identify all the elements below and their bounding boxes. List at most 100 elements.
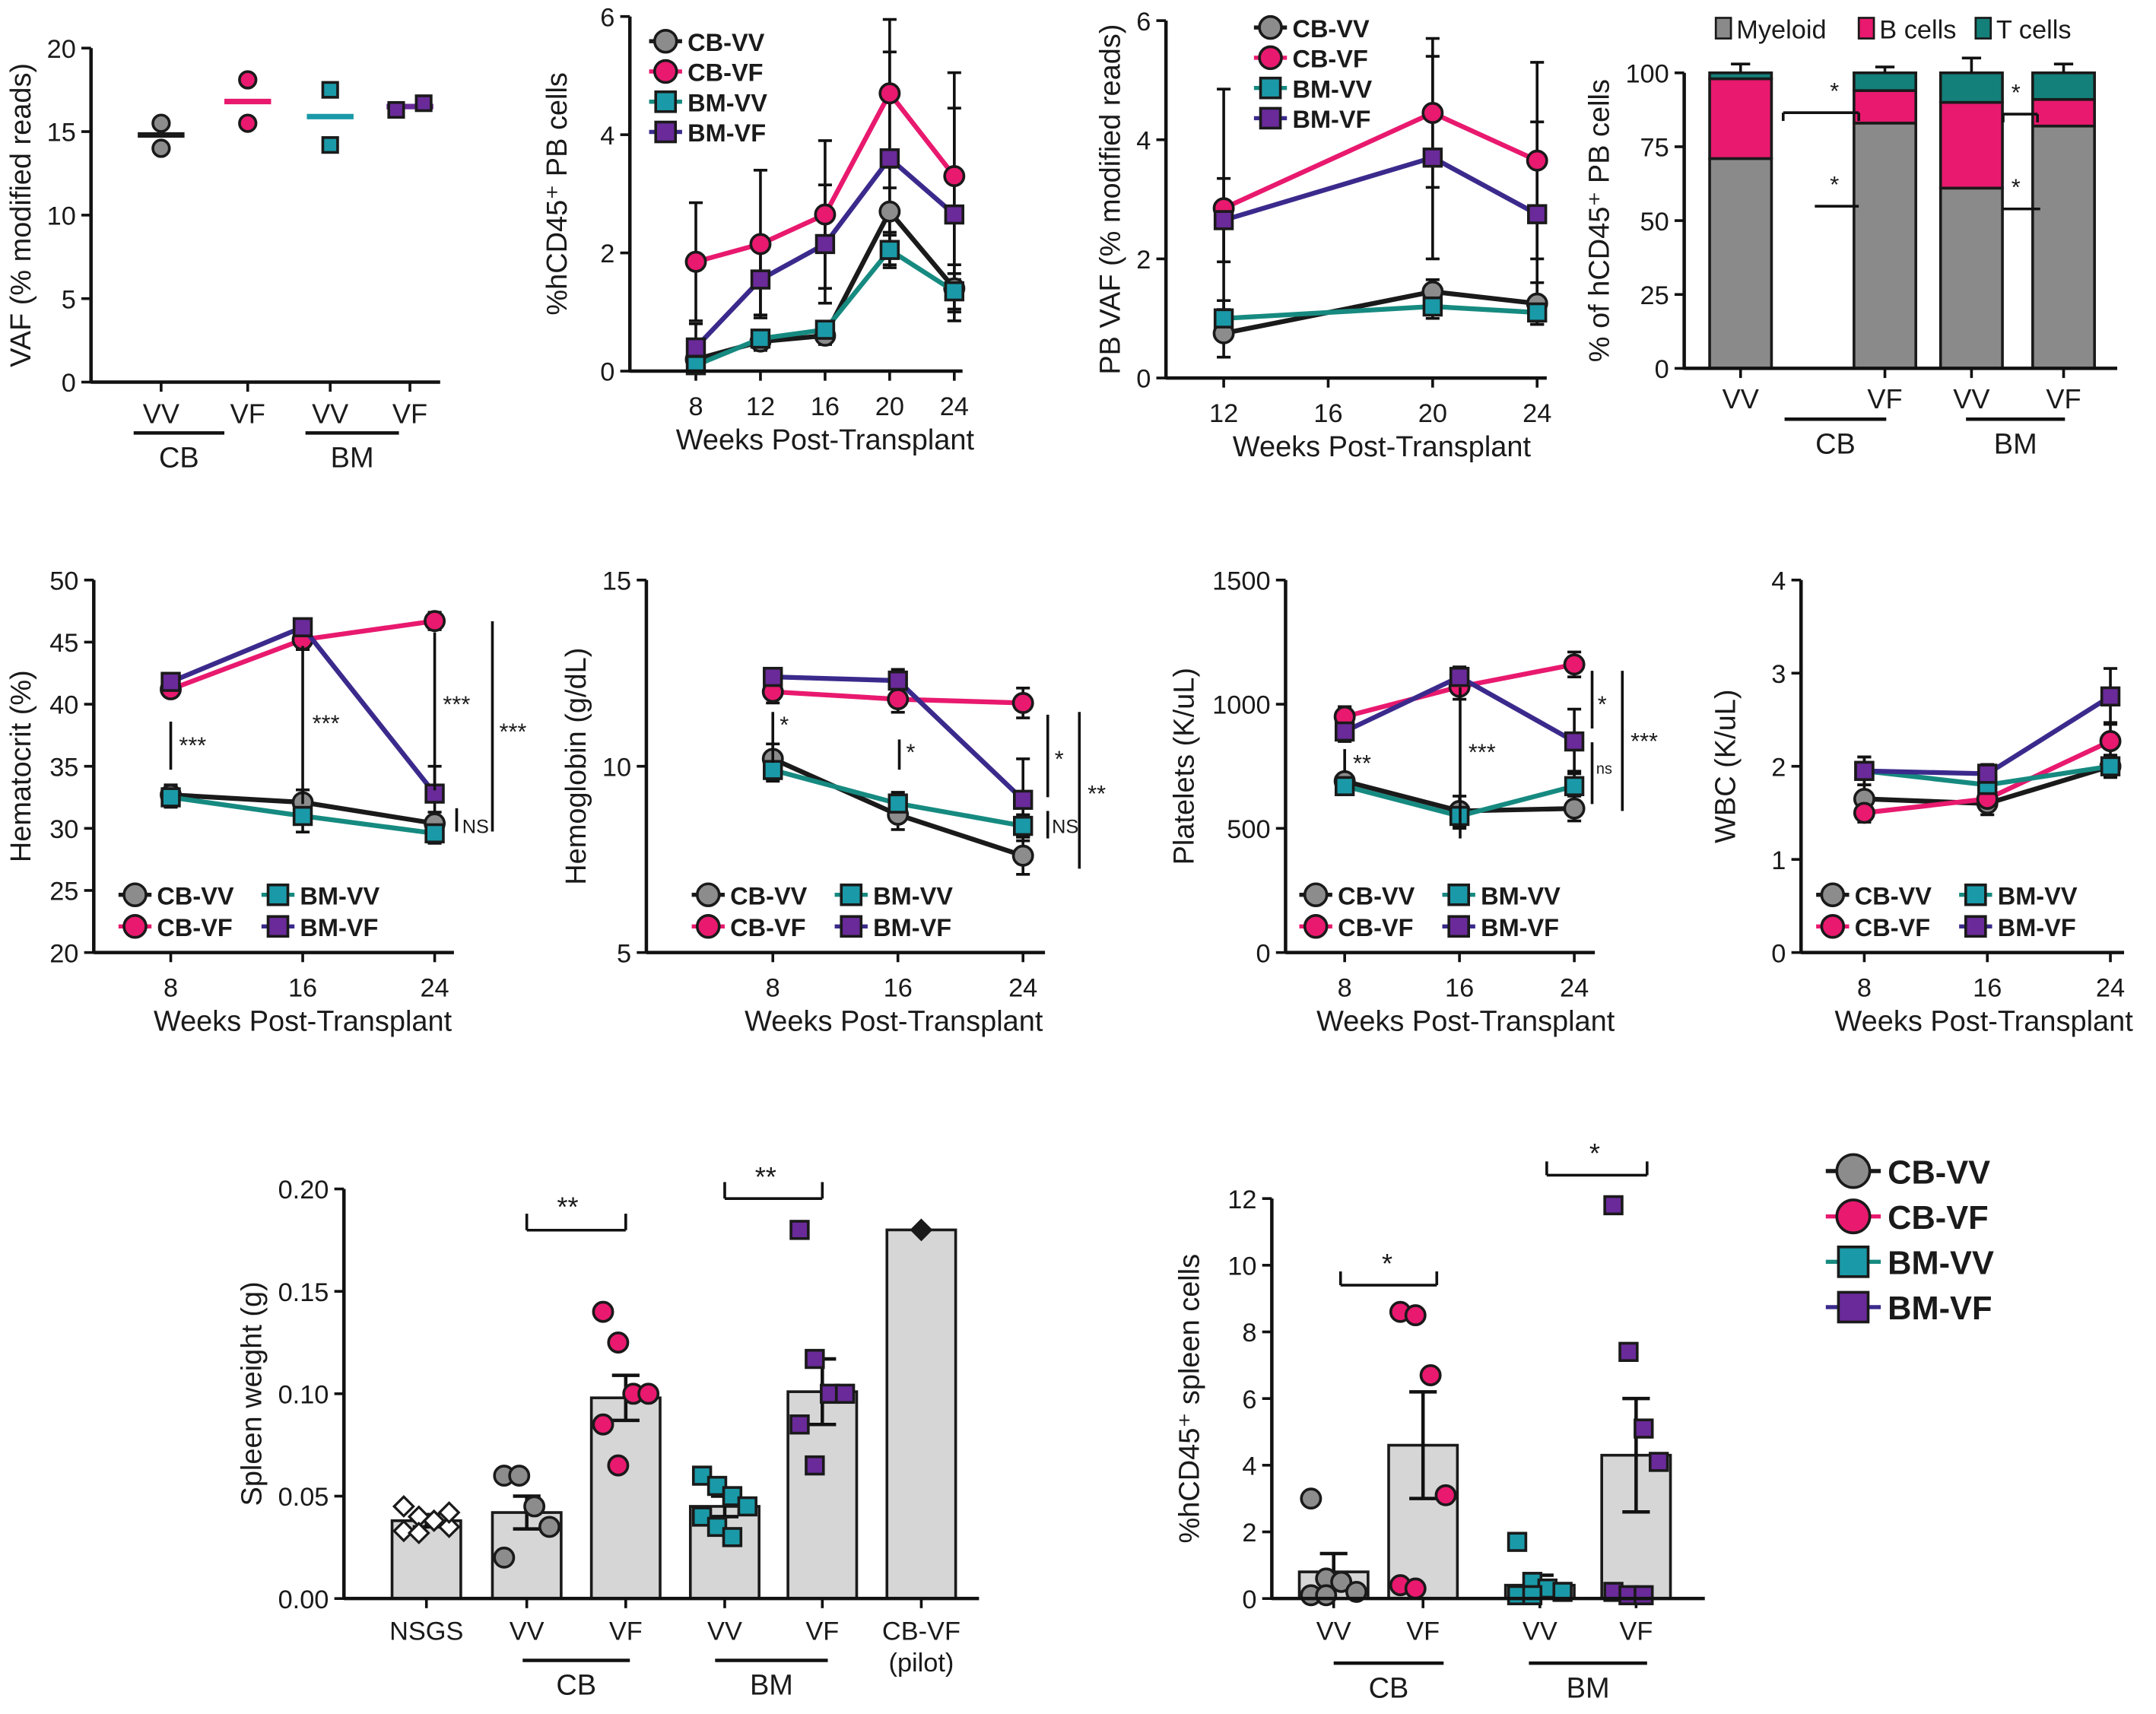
bar-segment-t-cells xyxy=(1938,71,2004,104)
x-axis-label: Weeks Post-Transplant xyxy=(676,424,975,456)
square-marker-bm-vf xyxy=(1964,915,1987,938)
y-tick-label: 25 xyxy=(49,878,78,906)
x-tick-label: VF xyxy=(609,1617,643,1646)
square-marker-bm-vf xyxy=(1527,204,1548,224)
square-marker-bm-vf xyxy=(1603,1195,1624,1216)
panel-wbc-k-ul-: 8 16 24 Weeks Post-Transplant CB-VV CB-VF BM-V… xyxy=(1816,667,2133,1038)
legend-item-cb-vf: CB-VF xyxy=(1825,1198,1989,1236)
square-marker-bm-vf xyxy=(1648,1452,1669,1472)
legend-item-cb-vv: CB-VV xyxy=(649,29,765,56)
y-axis-label: VAF (% modified reads) xyxy=(5,63,37,367)
panel-hematocrit-: 8 16 24 Weeks Post-Transplant CB-VV CB-VF BM-V… xyxy=(118,610,526,1038)
circle-marker-cb-vf xyxy=(943,165,966,188)
legend-item-cb-vv: CB-VV xyxy=(691,882,808,909)
bar-segment-b-cells xyxy=(1938,100,2004,190)
square-marker-bm-vf xyxy=(887,670,908,691)
x-tick-label: 20 xyxy=(1418,399,1447,428)
x-tick-label: VF xyxy=(805,1617,839,1646)
legend-item-cb-vv: CB-VV xyxy=(1299,882,1415,909)
circle-marker-cb-vv xyxy=(653,28,678,54)
circle-marker-cb-vv xyxy=(1820,882,1846,907)
x-axis-label: Weeks Post-Transplant xyxy=(1316,1006,1615,1038)
legend-label: T cells xyxy=(1996,16,2072,45)
square-marker-bm-vv xyxy=(1447,883,1471,906)
significance-label: ** xyxy=(1088,780,1106,807)
square-marker-bm-vf xyxy=(2100,686,2121,707)
significance-label: * xyxy=(1830,78,1839,104)
x-tick-label: VV xyxy=(312,398,348,430)
line-cb-vf xyxy=(761,681,1034,714)
circle-marker-cb-vf xyxy=(887,688,910,710)
circle-marker-cb-vf xyxy=(607,1332,630,1354)
legend-item-cb-vf: CB-VF xyxy=(1816,914,1930,941)
y-axis-group: 0.00 0.05 0.10 0.15 0.20 Spleen weight (g) xyxy=(237,1176,980,1614)
x-tick-label: 16 xyxy=(811,392,840,421)
x-tick-label: 20 xyxy=(875,392,904,421)
x-tick-label: 24 xyxy=(420,973,449,1002)
legend-label: CB-VF xyxy=(1292,46,1367,73)
square-marker-bm-vf xyxy=(266,915,290,938)
legend-item-bm-vv: BM-VV xyxy=(1442,882,1561,909)
square-marker-bm-vv xyxy=(706,1475,728,1497)
square-marker-bm-vv xyxy=(750,329,771,349)
legend-swatch-myeloid xyxy=(1714,17,1732,40)
x-tick-label: VV xyxy=(1723,383,1759,414)
group-label: CB xyxy=(1369,1672,1409,1704)
legend-label: BM-VV xyxy=(687,89,767,116)
legend-label: CB-VV xyxy=(687,29,764,56)
square-marker-bm-vv xyxy=(1507,1531,1528,1552)
square-marker-bm-vf xyxy=(1854,760,1875,782)
legend-label: BM-VF xyxy=(1888,1290,1992,1327)
significance-label: NS xyxy=(462,816,489,837)
square-marker-bm-vv xyxy=(737,1496,757,1517)
legend-item-bm-vf: BM-VF xyxy=(649,119,766,147)
legend-label: BM-VV xyxy=(1292,75,1372,103)
y-axis-group: 0 5 10 15 20 VAF (% modified reads) xyxy=(5,35,440,398)
group-label: BM xyxy=(750,1670,793,1702)
circle-marker-cb-vf xyxy=(1303,914,1329,939)
bar-segment-t-cells xyxy=(1853,71,1918,92)
y-axis-label: PB VAF (% modified reads) xyxy=(1094,24,1126,375)
significance-label: ** xyxy=(1353,750,1371,776)
diamond-marker-nsgs xyxy=(392,1519,415,1543)
legend-item-bm-vv: BM-VV xyxy=(834,882,953,909)
circle-marker-cb-vf xyxy=(1419,1364,1442,1386)
y-axis-group: 20 25 30 35 40 45 50 Hematocrit (%) xyxy=(5,567,454,968)
square-marker-bm-vf xyxy=(654,120,678,144)
legend-label: BM-VF xyxy=(1998,914,2076,941)
circle-marker-cb-vf xyxy=(814,203,837,226)
square-marker-bm-vv xyxy=(763,760,783,780)
circle-marker-cb-vv xyxy=(1345,1580,1367,1603)
significance-label: * xyxy=(2012,79,2021,106)
line-cb-vf xyxy=(684,82,966,273)
y-tick-label: 35 xyxy=(49,753,78,782)
x-tick-label: VF xyxy=(1619,1617,1653,1646)
stacked-bar xyxy=(1708,62,1773,370)
bar-segment-t-cells xyxy=(2031,71,2096,101)
y-tick-label: 50 xyxy=(49,567,78,595)
bar-group xyxy=(390,1495,462,1600)
circle-marker-cb-vv xyxy=(878,200,901,223)
legend-label: BM-VV xyxy=(1481,882,1561,909)
circle-marker-cb-vf xyxy=(1434,1484,1457,1506)
square-marker-bm-vf xyxy=(414,94,433,113)
bar-group xyxy=(688,1465,760,1600)
legend-label: CB-VV xyxy=(1292,15,1369,43)
legend-label: CB-VF xyxy=(1338,914,1413,941)
y-tick-label: 0 xyxy=(1242,1585,1256,1614)
legend-label: BM-VV xyxy=(1888,1246,1994,1282)
x-axis-label: Weeks Post-Transplant xyxy=(1233,431,1532,463)
x-tick-label: 24 xyxy=(940,392,969,421)
x-tick-label: 16 xyxy=(1313,399,1342,428)
group-label: BM xyxy=(1994,428,2037,460)
circle-marker-cb-vf xyxy=(592,1413,614,1436)
square-marker-bm-vv xyxy=(1527,302,1548,323)
panel--hcd45-pb-cells: 8 12 16 20 24 Weeks Post-Transplant CB-VV CB-VF… xyxy=(649,17,975,456)
square-marker-bm-vf xyxy=(1213,210,1234,230)
square-marker-bm-vf xyxy=(814,233,836,255)
bar-segment-myeloid xyxy=(1938,186,2004,370)
square-marker-bm-vv xyxy=(1522,1585,1543,1605)
y-tick-label: 4 xyxy=(600,122,614,151)
